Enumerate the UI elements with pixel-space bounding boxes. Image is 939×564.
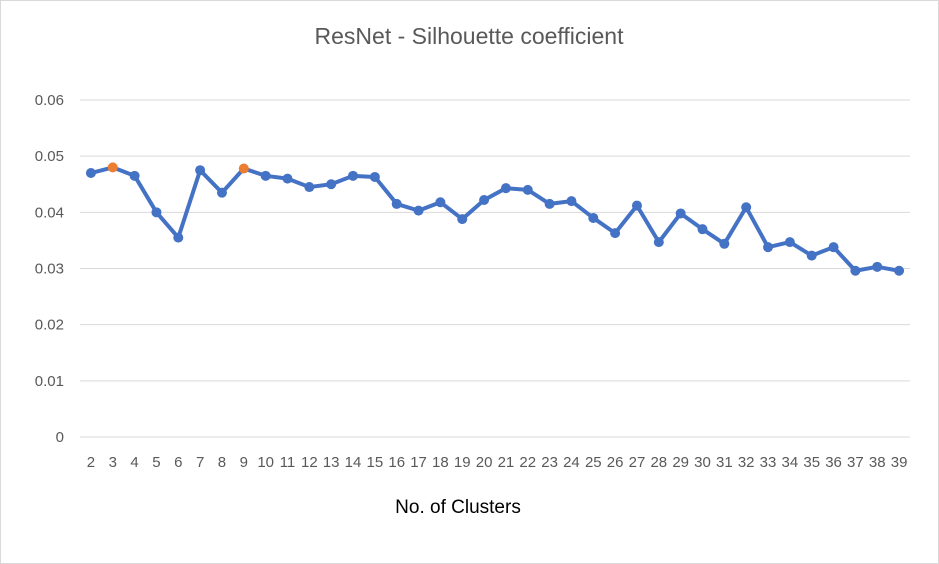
x-tick-label: 24 (563, 454, 580, 471)
data-point (457, 214, 468, 225)
data-point (348, 170, 359, 181)
x-tick-label: 30 (694, 454, 711, 471)
data-point (282, 173, 293, 184)
x-tick-label: 39 (891, 454, 908, 471)
x-tick-label: 25 (585, 454, 602, 471)
data-point (784, 237, 795, 248)
data-point (872, 261, 883, 272)
x-axis-title: No. of Clusters (395, 497, 521, 518)
x-tick-label: 13 (323, 454, 340, 471)
data-point (544, 198, 555, 209)
data-point (129, 170, 140, 181)
x-tick-label: 15 (367, 454, 384, 471)
y-tick-label: 0.06 (35, 92, 64, 109)
data-point (697, 224, 708, 235)
data-point (173, 232, 184, 243)
x-tick-label: 20 (476, 454, 493, 471)
data-point (850, 265, 861, 276)
data-point (806, 250, 817, 261)
x-tick-label: 27 (629, 454, 646, 471)
x-tick-label: 12 (301, 454, 318, 471)
y-tick-label: 0.02 (35, 317, 64, 334)
x-tick-label: 38 (869, 454, 886, 471)
x-tick-label: 11 (280, 454, 296, 471)
chart-title: ResNet - Silhouette coefficient (315, 23, 625, 49)
x-tick-label: 18 (432, 454, 449, 471)
x-tick-label: 3 (109, 454, 117, 471)
data-point (304, 182, 315, 193)
data-point (216, 187, 227, 198)
x-tick-label: 36 (825, 454, 842, 471)
x-tick-label: 2 (87, 454, 95, 471)
data-point (675, 208, 686, 219)
data-point (479, 194, 490, 205)
data-point (500, 183, 511, 194)
x-tick-label: 16 (388, 454, 405, 471)
x-tick-label: 17 (410, 454, 427, 471)
x-tick-label: 8 (218, 454, 226, 471)
data-point (741, 202, 752, 213)
x-tick-label: 35 (803, 454, 820, 471)
data-point (631, 200, 642, 211)
x-tick-label: 28 (650, 454, 667, 471)
y-tick-label: 0.01 (35, 373, 64, 390)
x-tick-label: 32 (738, 454, 755, 471)
data-point (566, 196, 577, 207)
x-tick-label: 23 (541, 454, 558, 471)
x-tick-label: 34 (782, 454, 799, 471)
y-tick-label: 0.04 (35, 204, 64, 221)
series-line (88, 165, 902, 273)
highlighted-data-point (238, 163, 249, 174)
y-tick-label: 0.05 (35, 148, 64, 165)
data-point (763, 242, 774, 253)
data-point (369, 171, 380, 182)
data-point (719, 238, 730, 249)
highlighted-data-point (107, 162, 118, 173)
x-tick-label: 6 (174, 454, 182, 471)
x-tick-label: 4 (130, 454, 138, 471)
x-tick-label: 37 (847, 454, 864, 471)
data-point (522, 184, 533, 195)
x-tick-label: 22 (519, 454, 536, 471)
data-point (894, 265, 905, 276)
x-tick-label: 19 (454, 454, 471, 471)
x-tick-label: 31 (716, 454, 733, 471)
y-tick-label: 0.03 (35, 261, 64, 278)
data-point (610, 228, 621, 239)
data-point (413, 205, 424, 216)
data-point (195, 165, 206, 176)
x-tick-label: 14 (345, 454, 362, 471)
data-point (151, 207, 162, 218)
data-point (85, 168, 96, 179)
x-tick-label: 5 (152, 454, 160, 471)
x-tick-label: 33 (760, 454, 777, 471)
gridlines (80, 99, 910, 438)
x-tick-label: 9 (240, 454, 248, 471)
data-points (85, 162, 905, 276)
x-tick-label: 10 (257, 454, 274, 471)
x-tick-label: 29 (672, 454, 689, 471)
data-point (391, 198, 402, 209)
x-axis-ticks: 2 3 4 5 6 7 8 9 10 11 12 13 14 15 16 17 18 19 20 21 22 23 24 25… (87, 454, 908, 471)
x-tick-label: 21 (498, 454, 515, 471)
x-tick-label: 7 (196, 454, 204, 471)
y-tick-label: 0 (56, 429, 64, 446)
data-point (260, 170, 271, 181)
data-point (653, 237, 664, 248)
data-point (326, 179, 337, 190)
y-axis-ticks: 0 0.01 0.02 0.03 0.04 0.05 0.06 (35, 92, 64, 446)
data-point (435, 197, 446, 208)
x-tick-label: 26 (607, 454, 624, 471)
data-point (828, 242, 839, 253)
data-point (588, 212, 599, 223)
